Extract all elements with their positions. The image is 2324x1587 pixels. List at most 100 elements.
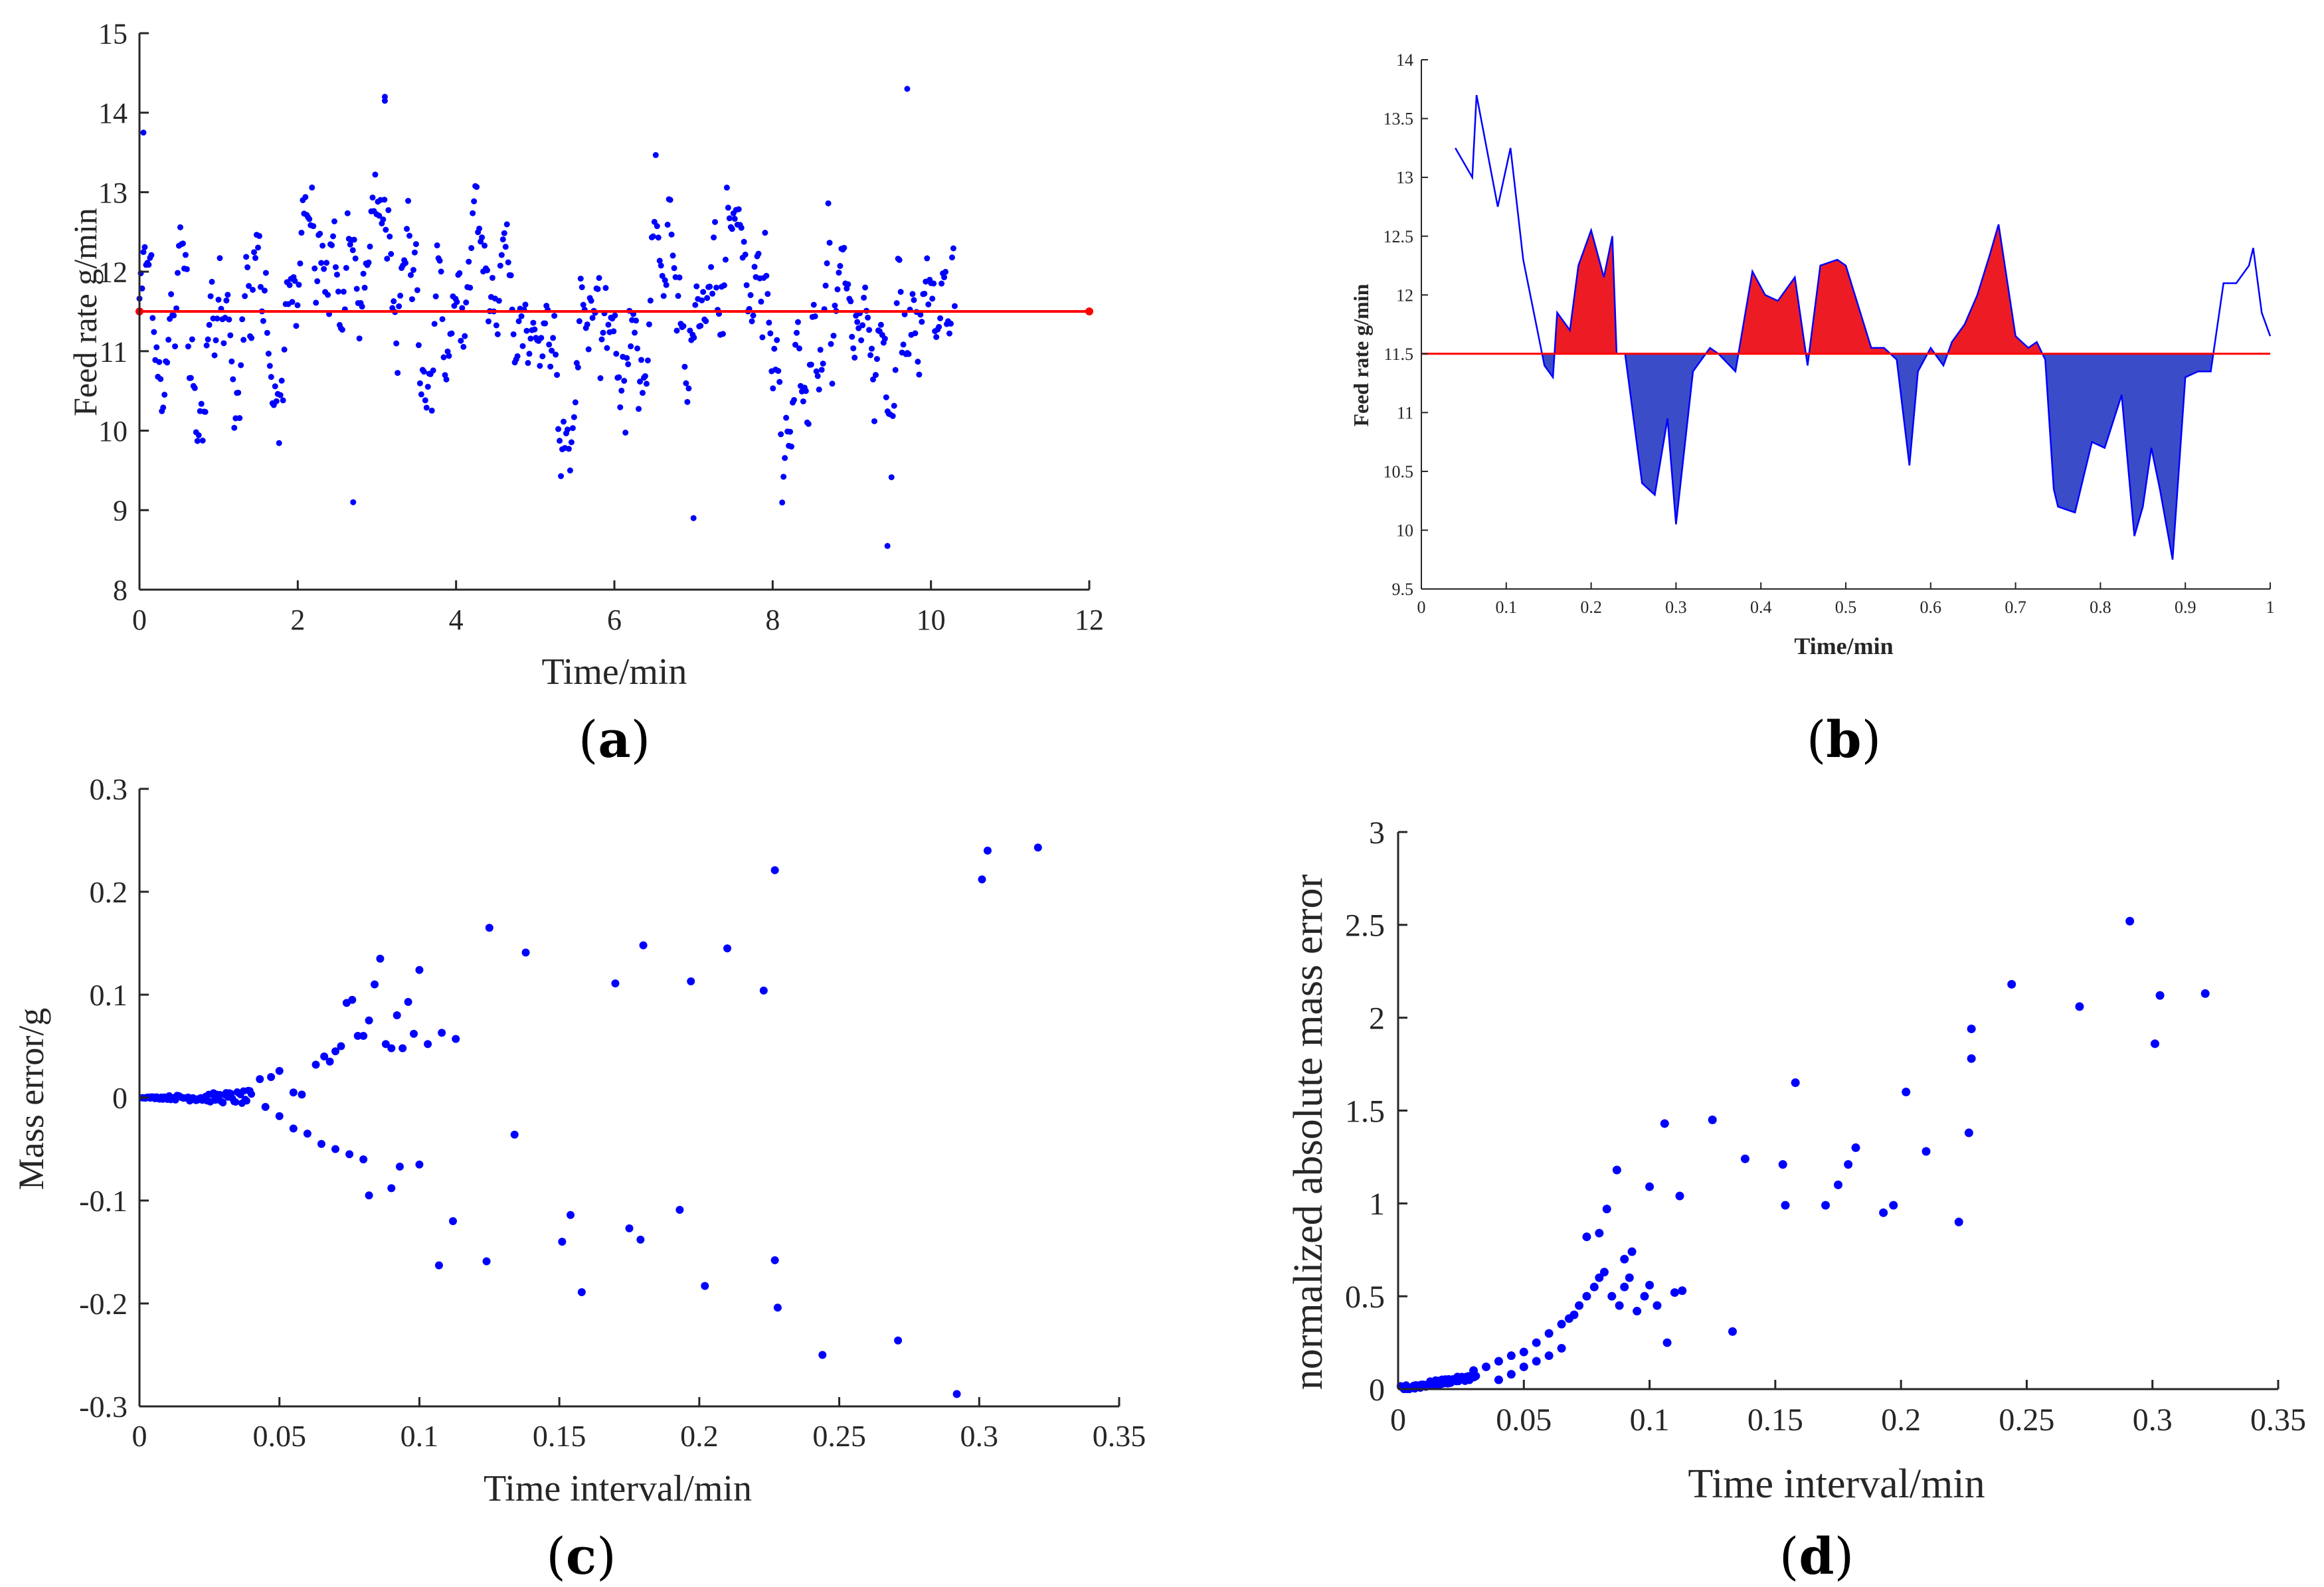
data-point: [298, 1090, 306, 1099]
data-point: [387, 1044, 396, 1052]
data-point: [493, 322, 499, 329]
y-tick-label: 2: [1369, 1001, 1385, 1036]
data-point: [1532, 1357, 1541, 1366]
y-tick-label: 12.5: [1384, 227, 1414, 246]
data-point: [742, 251, 749, 258]
data-point: [156, 359, 163, 365]
panel-b-xlabel: Time/min: [1794, 633, 1893, 659]
data-point: [260, 317, 266, 324]
data-point: [725, 205, 731, 211]
data-point: [514, 353, 521, 359]
data-point: [523, 327, 530, 334]
data-point: [522, 301, 529, 308]
y-tick-label: -0.2: [79, 1287, 128, 1321]
data-point: [558, 1238, 567, 1246]
panel-c-xlabel: Time interval/min: [484, 1468, 752, 1509]
data-point: [1627, 1247, 1637, 1256]
data-point: [422, 397, 428, 404]
x-tick-label: 0.1: [1496, 598, 1518, 617]
data-point: [507, 272, 514, 279]
data-point: [501, 230, 507, 236]
y-tick-label: 9: [113, 495, 128, 527]
data-point: [792, 341, 798, 348]
data-point: [576, 318, 582, 325]
data-point: [430, 367, 436, 374]
data-point: [613, 351, 620, 357]
data-point: [182, 252, 189, 258]
x-tick-label: 0: [132, 604, 147, 636]
data-point: [1544, 1329, 1554, 1338]
data-point: [937, 315, 944, 321]
data-point: [668, 231, 675, 238]
data-point: [380, 216, 387, 222]
data-point: [211, 352, 218, 359]
panel-c-caption-letter: c: [566, 1527, 596, 1586]
data-point: [628, 343, 634, 350]
data-point: [861, 294, 867, 301]
data-point: [824, 260, 830, 266]
data-point: [242, 1097, 250, 1105]
data-point: [1902, 1088, 1911, 1097]
data-point: [836, 270, 842, 276]
data-point: [738, 224, 745, 231]
data-point: [888, 474, 895, 481]
data-point: [917, 311, 924, 318]
data-point: [787, 428, 794, 435]
data-point: [735, 206, 742, 212]
data-point: [345, 1150, 354, 1159]
panel-a-xlabel: Time/min: [542, 651, 687, 693]
data-point: [339, 327, 345, 333]
data-point: [434, 242, 440, 249]
data-point: [687, 977, 695, 985]
data-point: [542, 320, 549, 327]
data-point: [550, 335, 557, 341]
data-point: [448, 330, 455, 337]
panel-d-caption-letter: d: [1799, 1527, 1834, 1586]
data-point: [510, 331, 517, 337]
data-point: [411, 249, 418, 256]
data-point: [622, 430, 629, 436]
data-point: [858, 337, 865, 344]
below-setpoint-area: [1890, 353, 1928, 466]
data-point: [410, 1029, 418, 1038]
data-point: [646, 321, 652, 327]
data-point: [588, 297, 594, 304]
data-point: [203, 342, 210, 349]
data-point: [690, 515, 697, 521]
data-point: [905, 351, 912, 357]
panel-b-axes: 0 0.1 0.2 0.3 0.4 0.5 0.6 0.7 0.8 0.9 1 9.5 10 10.5 11…: [1384, 50, 2275, 617]
data-point: [919, 319, 925, 325]
above-setpoint-area: [1809, 260, 1891, 354]
y-tick-label: 3: [1369, 815, 1385, 851]
data-point: [598, 336, 605, 343]
data-point: [302, 194, 309, 201]
above-setpoint-area: [1554, 230, 1617, 354]
data-point: [671, 265, 677, 272]
data-point: [589, 315, 596, 321]
data-point: [381, 94, 388, 100]
data-point: [410, 267, 416, 274]
data-point: [680, 323, 687, 329]
data-point: [567, 467, 573, 474]
data-point: [223, 297, 230, 304]
panel-d-points: [1396, 916, 2210, 1393]
data-point: [618, 387, 625, 394]
data-point: [365, 259, 372, 266]
data-point: [775, 368, 782, 375]
data-point: [246, 283, 252, 290]
data-point: [834, 286, 841, 293]
data-point: [636, 1235, 645, 1244]
data-point: [810, 301, 817, 308]
data-point: [153, 344, 160, 351]
y-tick-label: 15: [98, 17, 128, 50]
data-point: [911, 297, 917, 303]
data-point: [1595, 1273, 1604, 1282]
data-point: [2125, 916, 2135, 926]
data-point: [369, 194, 376, 201]
data-point: [670, 252, 676, 259]
data-point: [558, 473, 565, 479]
data-point: [323, 260, 330, 266]
data-point: [722, 256, 729, 263]
data-point: [921, 290, 928, 297]
data-point: [467, 284, 474, 291]
